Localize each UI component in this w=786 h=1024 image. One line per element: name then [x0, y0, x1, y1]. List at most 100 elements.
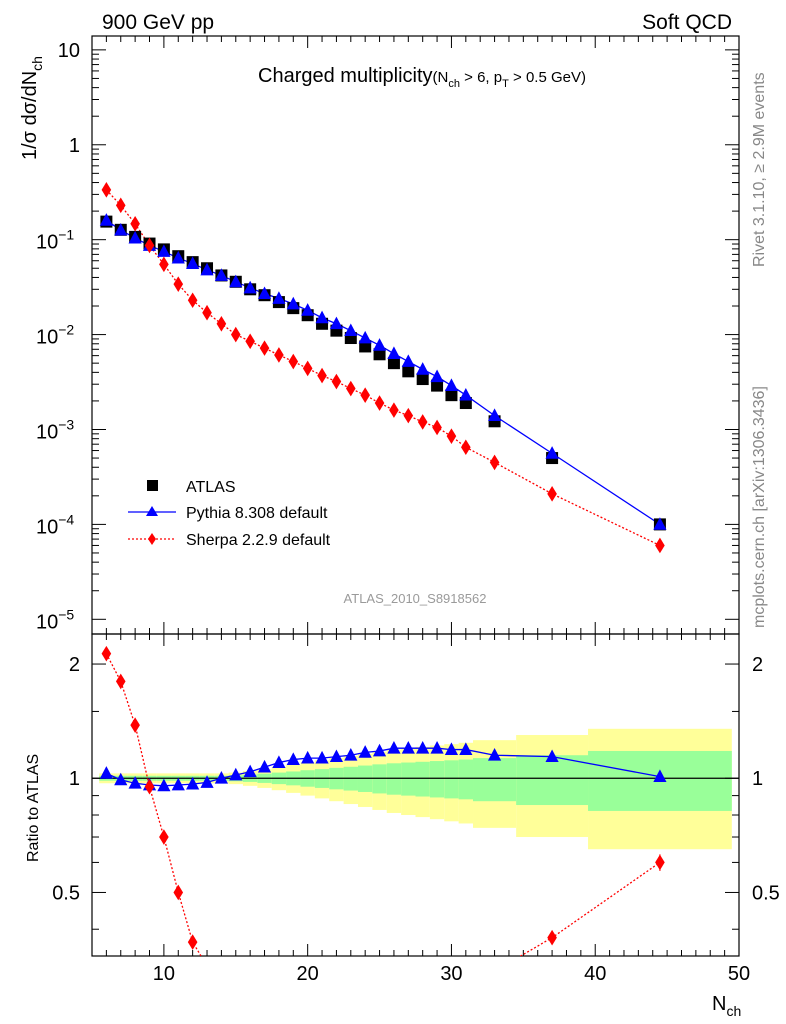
pythia-point: [344, 323, 358, 337]
sherpa-point: [288, 353, 299, 370]
pythia-point: [99, 213, 113, 226]
y-tick-label-pow: 10−4: [36, 511, 74, 538]
pythia-point: [444, 378, 459, 392]
pythia-point: [459, 387, 473, 401]
sherpa-point: [331, 373, 342, 390]
sherpa-point: [461, 439, 471, 456]
x-tick-label: 40: [584, 963, 606, 985]
atlas-point: [359, 340, 372, 353]
legend-sherpa-label: Sherpa 2.2.9 default: [186, 532, 331, 549]
sherpa-point: [144, 237, 155, 254]
pythia-ratio-point: [487, 748, 502, 761]
ratio-band-inner: [429, 761, 445, 798]
sherpa-point: [130, 215, 140, 232]
sherpa-point: [446, 428, 457, 444]
pythia-point: [128, 230, 142, 244]
x-tick-label: 10: [153, 963, 175, 985]
pythia-ratio-point: [301, 750, 315, 764]
legend: ATLAS Pythia 8.308 default Sherpa 2.2.9 …: [128, 479, 331, 549]
main-series: [99, 182, 667, 554]
pythia-point: [157, 244, 171, 257]
sherpa-point: [173, 276, 184, 292]
sherpa-ratio-point: [101, 645, 112, 662]
ratio-y-axis-label: Ratio to ATLAS: [25, 754, 42, 862]
pythia-point: [372, 338, 387, 351]
main-y-axis-label: 1/σ dσ/dNch: [19, 56, 45, 160]
sherpa-point: [547, 486, 557, 502]
y-tick-label-10: 10: [58, 40, 80, 62]
pythia-point: [171, 250, 185, 264]
mcplots-label: mcplots.cern.ch [arXiv:1306.3436]: [751, 386, 768, 628]
sherpa-point: [374, 395, 385, 411]
pythia-point: [272, 291, 286, 304]
sherpa-point: [317, 367, 327, 384]
sherpa-ratio-point: [245, 980, 255, 996]
plot-title: Charged multiplicity(Nch > 6, pT > 0.5 G…: [258, 65, 586, 90]
sherpa-ratio-point: [115, 673, 126, 690]
pythia-point: [401, 354, 415, 367]
atlas-point: [387, 357, 400, 370]
sherpa-point: [230, 326, 241, 343]
sherpa-point: [274, 347, 284, 363]
pythia-point: [200, 262, 214, 276]
pythia-ratio-point: [387, 741, 401, 754]
sherpa-ratio-point: [418, 986, 428, 1002]
pythia-ratio-point: [315, 750, 329, 764]
pythia-point: [301, 303, 315, 316]
y-tick-label-pow: 10−3: [36, 416, 74, 443]
ratio-y-tick-label-right: 2: [752, 654, 763, 676]
analysis-watermark: ATLAS_2010_S8918562: [344, 591, 487, 606]
chart-marks: 10 20 30 40 50 10 1 10−1 10−2 10−3 10−4 10−5 2 2 1 1 0.5…: [36, 36, 780, 1002]
sherpa-point: [417, 414, 428, 430]
pythia-ratio-point: [401, 741, 415, 754]
sherpa-ratio-point: [274, 986, 284, 1002]
sherpa-ratio-point: [202, 958, 212, 974]
y-tick-label-pow: 10−5: [36, 606, 74, 633]
pythia-point: [387, 346, 401, 360]
sherpa-ratio-point: [187, 934, 198, 950]
sherpa-point: [360, 387, 370, 403]
ratio-band-inner: [516, 755, 589, 806]
sherpa-ratio-point: [346, 986, 356, 1002]
sherpa-point: [655, 537, 665, 554]
sherpa-ratio-point: [404, 986, 414, 1002]
pythia-ratio-point: [171, 777, 185, 791]
pythia-point: [243, 280, 257, 294]
ratio-band-inner: [473, 758, 517, 802]
sherpa-ratio-point: [288, 986, 298, 1002]
sherpa-point: [202, 304, 212, 321]
pythia-point: [358, 330, 372, 344]
y-tick-label-1: 1: [69, 135, 80, 157]
pythia-ratio-point: [243, 764, 257, 778]
atlas-point: [416, 373, 429, 386]
pythia-ratio-point: [545, 749, 559, 763]
sherpa-point: [432, 419, 442, 436]
atlas-point: [402, 365, 415, 378]
pythia-ratio-point: [459, 742, 473, 755]
ratio-series: [99, 645, 667, 1002]
pythia-point: [545, 446, 559, 459]
energy-label: 900 GeV pp: [102, 11, 214, 34]
pythia-point: [416, 362, 430, 375]
pythia-ratio-point: [114, 772, 128, 786]
legend-atlas-label: ATLAS: [186, 479, 236, 496]
category-label: Soft QCD: [642, 11, 732, 34]
main-panel: Charged multiplicity(Nch > 6, pT > 0.5 G…: [19, 35, 740, 635]
sherpa-point: [101, 182, 112, 198]
x-tick-label: 50: [728, 963, 750, 985]
sherpa-point: [403, 407, 414, 424]
pythia-ratio-point: [157, 778, 171, 792]
atlas-point: [445, 389, 458, 402]
pythia-ratio-point: [186, 776, 200, 790]
pythia-ratio-point: [214, 771, 228, 784]
sherpa-ratio-point: [217, 969, 227, 985]
sherpa-ratio-point: [360, 986, 370, 1002]
pythia-ratio-point: [344, 748, 358, 761]
ratio-frame: [91, 633, 740, 957]
sherpa-point: [389, 402, 399, 418]
sherpa-ratio-point: [375, 986, 385, 1002]
sherpa-ratio-point: [490, 963, 500, 979]
sherpa-ratio-point: [159, 829, 169, 845]
pythia-point: [653, 517, 667, 530]
pythia-point: [487, 408, 502, 422]
